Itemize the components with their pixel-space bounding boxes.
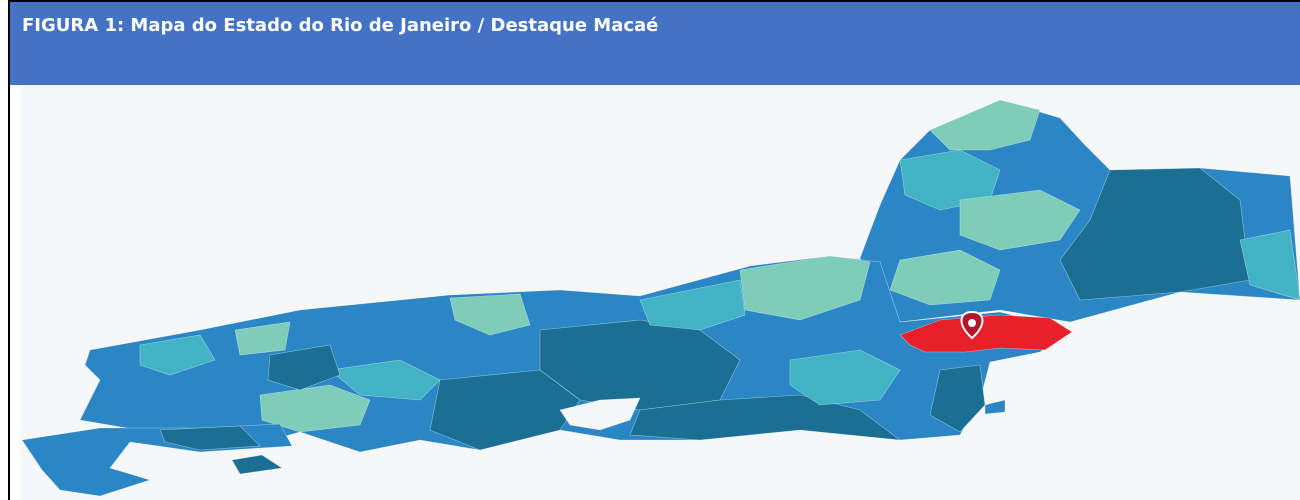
frame-border [8,0,10,500]
figure-title: FIGURA 1: Mapa do Estado do Rio de Janei… [22,15,658,36]
page: FIGURA 1: Mapa do Estado do Rio de Janei… [0,0,1300,500]
header-bar: FIGURA 1: Mapa do Estado do Rio de Janei… [8,0,1300,85]
state-map [20,85,1300,500]
